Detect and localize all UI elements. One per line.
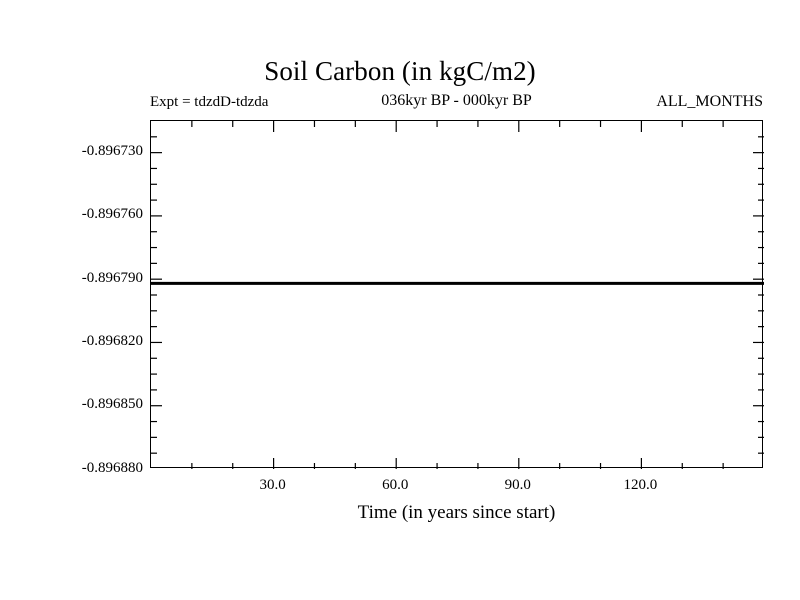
x-axis-ticks (191, 121, 724, 469)
x-axis-label: Time (in years since start) (357, 502, 556, 523)
months-label: ALL_MONTHS (656, 93, 763, 110)
x-tick-label: 120.0 (623, 477, 658, 493)
y-tick-label: -0.896760 (81, 206, 143, 223)
y-axis-tick-labels: -0.896730 -0.896760 -0.896790 -0.896820 -0.8… (0, 120, 143, 475)
x-axis-tick-labels: 30.0 60.0 90.0 120.0 (150, 478, 763, 498)
x-tick-label: 30.0 (259, 477, 286, 493)
experiment-label: Expt = tdzdD-tdzda (150, 94, 269, 110)
y-axis-ticks (151, 136, 764, 454)
y-tick-label: -0.896880 (81, 459, 143, 476)
y-tick-label: -0.896820 (81, 332, 143, 349)
period-label: 036kyr BP - 000kyr BP (381, 92, 532, 109)
chart-title: Soil Carbon (in kgC/m2) (264, 56, 536, 86)
subtitle-row: Expt = tdzdD-tdzda 036kyr BP - 000kyr BP… (150, 92, 763, 112)
x-tick-label: 60.0 (382, 477, 409, 493)
plot-area (150, 120, 764, 469)
y-axis-label-wrap: Soil Carbon (in kgC/m2) (34, 0, 68, 600)
y-tick-label: -0.896850 (81, 396, 143, 413)
plot-svg (151, 121, 764, 469)
x-tick-label: 90.0 (504, 477, 531, 493)
y-tick-label: -0.896790 (81, 269, 143, 286)
y-tick-label: -0.896730 (81, 143, 143, 160)
